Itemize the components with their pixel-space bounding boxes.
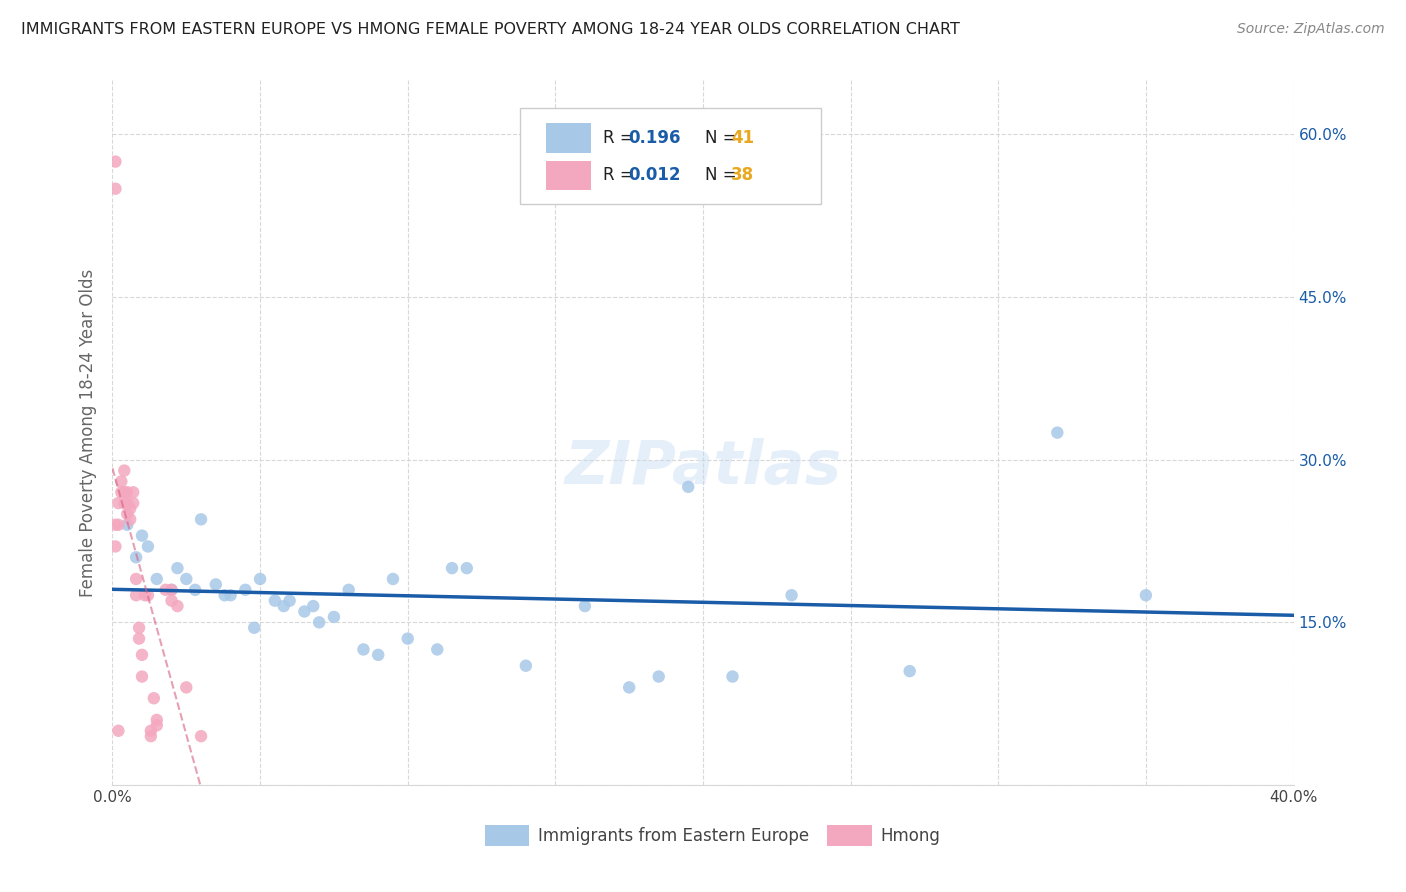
Point [122,496,145,510]
FancyBboxPatch shape [546,161,591,190]
Text: Hmong: Hmong [880,827,941,845]
Point [352,642,374,657]
Point [117,517,138,532]
Text: 0.012: 0.012 [628,167,681,185]
Point [441,561,464,575]
Point [1046,425,1069,440]
Point [104,154,127,169]
FancyBboxPatch shape [827,825,872,847]
Point [117,485,138,500]
Point [128,621,150,635]
Point [233,582,256,597]
Point [139,723,162,738]
Point [136,588,159,602]
Point [120,501,142,516]
Point [120,512,142,526]
Point [107,517,129,532]
Text: R =: R = [603,167,633,185]
Point [574,599,596,613]
Point [107,496,129,510]
Point [104,182,127,196]
Point [110,485,132,500]
Point [146,572,169,586]
Point [190,512,212,526]
Text: ZIPatlas: ZIPatlas [564,438,842,498]
Point [139,729,162,743]
Point [292,605,315,619]
Point [337,582,360,597]
Point [134,588,156,602]
Point [160,582,183,597]
Point [155,582,177,597]
Point [190,729,212,743]
Point [1135,588,1157,602]
Point [219,588,242,602]
Point [243,621,266,635]
Point [136,540,159,554]
Point [160,593,183,607]
Point [898,664,921,678]
Point [278,593,301,607]
Point [174,572,197,586]
Point [515,658,537,673]
Text: N =: N = [706,167,737,185]
FancyBboxPatch shape [485,825,530,847]
Point [125,572,148,586]
Point [249,572,271,586]
Point [125,588,148,602]
Point [117,496,138,510]
Point [205,577,228,591]
Text: R =: R = [603,129,633,147]
Point [184,582,207,597]
Point [619,681,641,695]
Point [112,496,135,510]
Point [146,713,169,727]
Point [160,582,183,597]
Point [104,540,127,554]
Text: 0.196: 0.196 [628,129,681,147]
Point [125,550,148,565]
Point [214,588,236,602]
Point [678,480,700,494]
Point [647,669,671,683]
Point [302,599,325,613]
Point [721,669,744,683]
Point [264,593,287,607]
Point [174,681,197,695]
Point [131,648,153,662]
Text: IMMIGRANTS FROM EASTERN EUROPE VS HMONG FEMALE POVERTY AMONG 18-24 YEAR OLDS COR: IMMIGRANTS FROM EASTERN EUROPE VS HMONG … [21,22,960,37]
Point [146,718,169,732]
Point [780,588,803,602]
Point [131,528,153,542]
Point [128,632,150,646]
Point [426,642,449,657]
Point [367,648,389,662]
Text: Immigrants from Eastern Europe: Immigrants from Eastern Europe [537,827,808,845]
Point [107,723,129,738]
Text: 38: 38 [731,167,755,185]
Point [273,599,295,613]
Y-axis label: Female Poverty Among 18-24 Year Olds: Female Poverty Among 18-24 Year Olds [79,268,97,597]
Point [112,485,135,500]
FancyBboxPatch shape [520,109,821,203]
Point [323,610,346,624]
Point [104,517,127,532]
Text: Source: ZipAtlas.com: Source: ZipAtlas.com [1237,22,1385,37]
Point [166,599,188,613]
Point [142,691,165,706]
Point [308,615,330,630]
Point [382,572,405,586]
Point [112,464,135,478]
Point [166,561,188,575]
Text: N =: N = [706,129,737,147]
Point [396,632,419,646]
Point [131,669,153,683]
Point [456,561,478,575]
Point [122,485,145,500]
Point [117,507,138,521]
Text: 41: 41 [731,129,755,147]
FancyBboxPatch shape [546,123,591,153]
Point [110,475,132,489]
